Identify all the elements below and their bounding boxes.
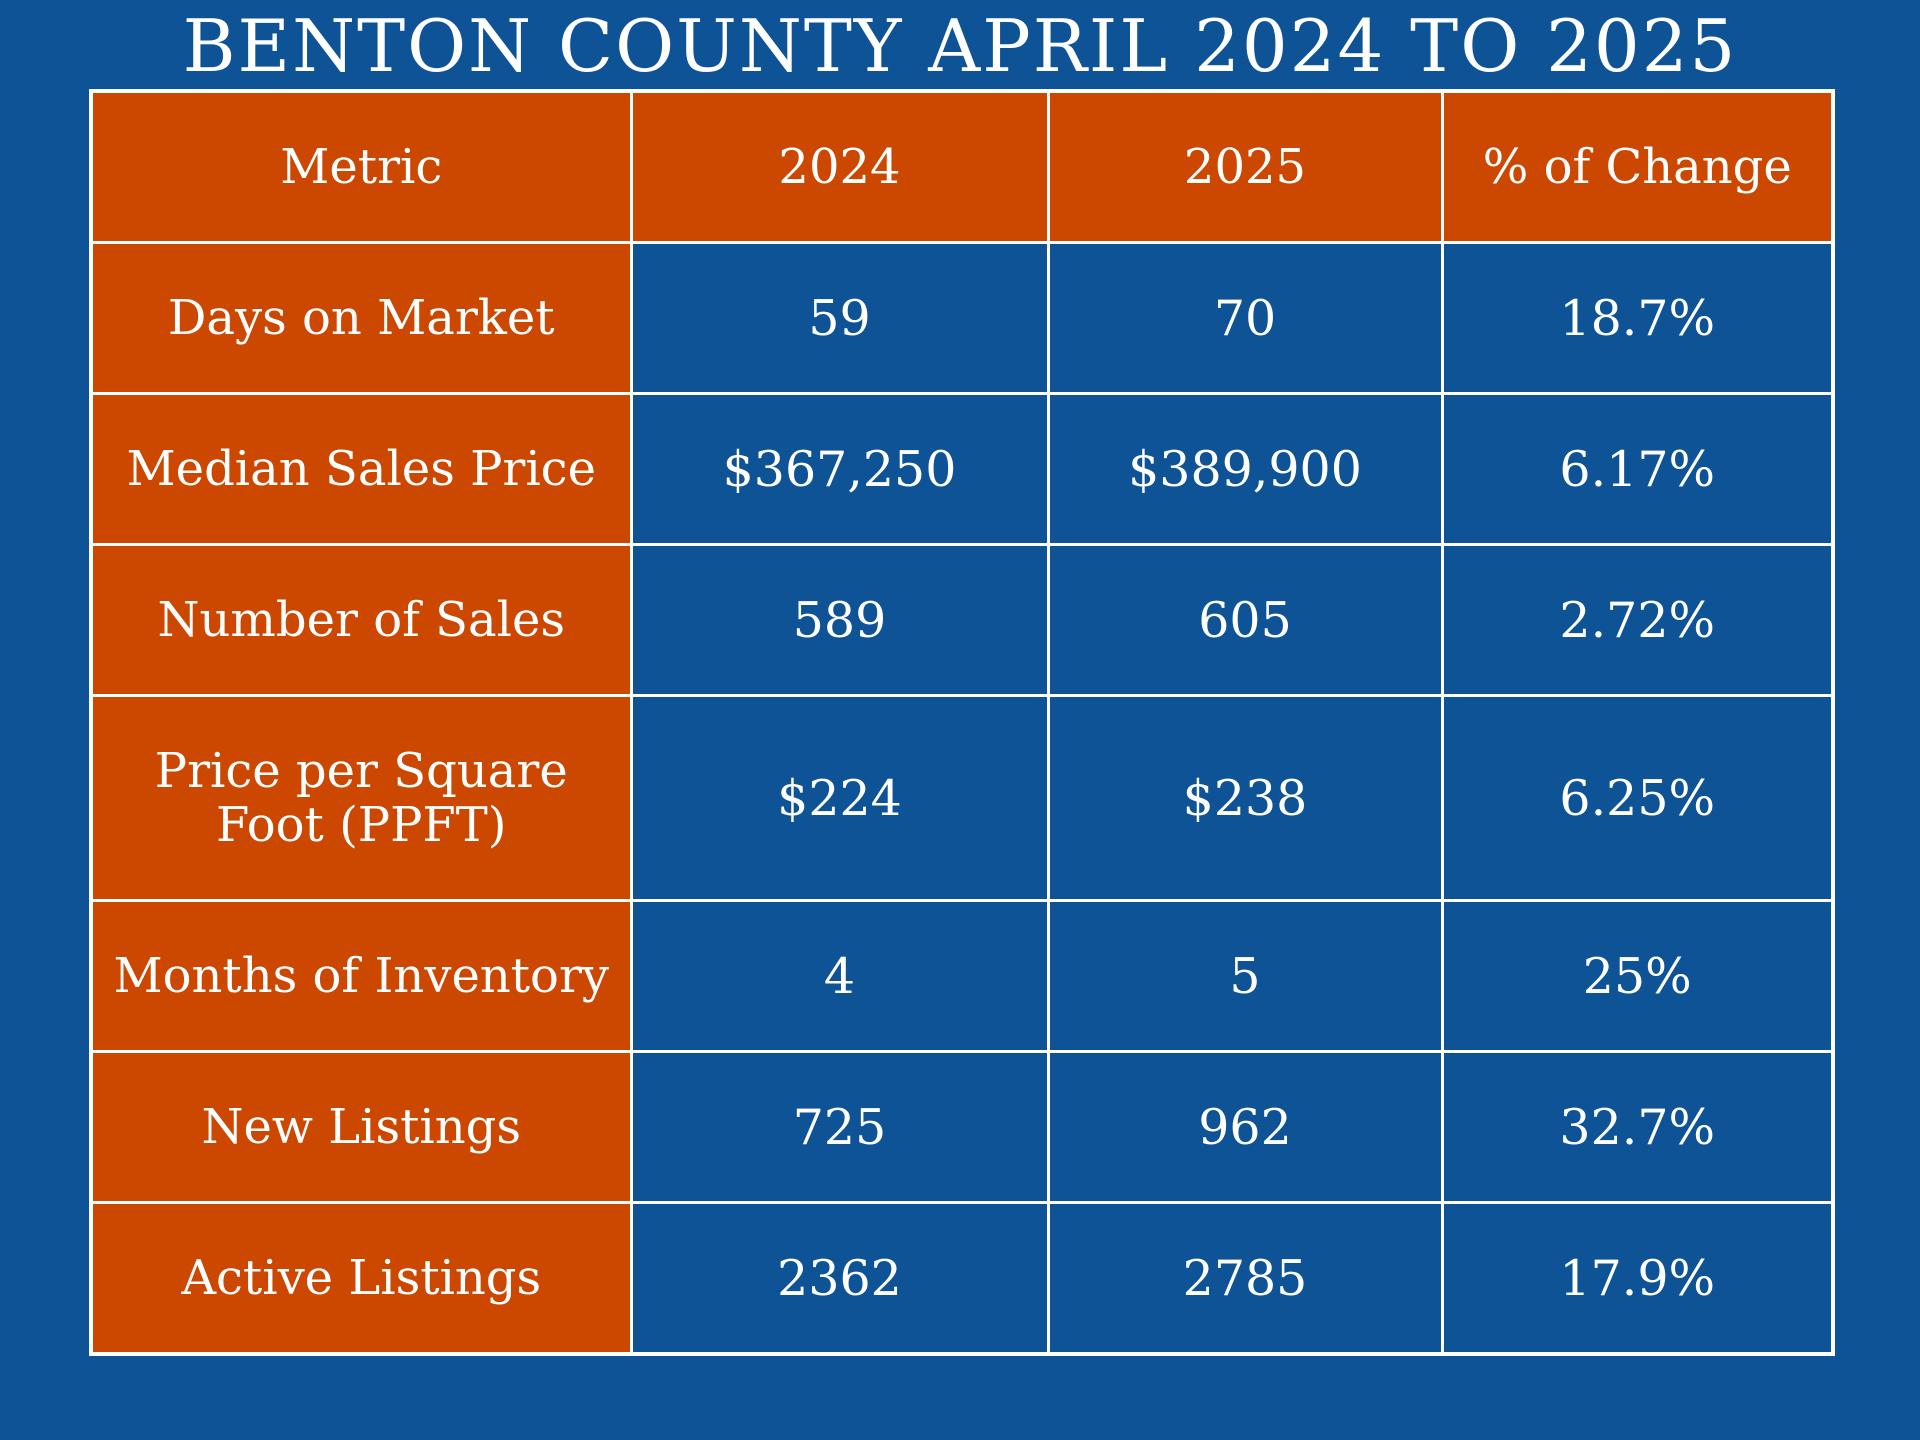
value-change: 18.7% [1440, 241, 1835, 395]
value-2025: $238 [1046, 694, 1444, 902]
metrics-table: Metric 2024 2025 % of Change Days on Mar… [89, 89, 1835, 1356]
row-label: Days on Market [89, 241, 633, 395]
value-2025: 605 [1046, 543, 1444, 697]
value-change: 17.9% [1440, 1201, 1835, 1356]
value-change: 2.72% [1440, 543, 1835, 697]
table-row: Price per Square Foot (PPFT) $224 $238 6… [89, 694, 1835, 902]
column-header-metric: Metric [89, 89, 633, 244]
row-label: Median Sales Price [89, 392, 633, 546]
column-header-2024: 2024 [629, 89, 1050, 244]
value-2024: $367,250 [629, 392, 1050, 546]
value-2024: 4 [629, 899, 1050, 1053]
table-row: Median Sales Price $367,250 $389,900 6.1… [89, 392, 1835, 546]
value-2025: $389,900 [1046, 392, 1444, 546]
value-2024: 589 [629, 543, 1050, 697]
value-change: 32.7% [1440, 1050, 1835, 1204]
value-change: 6.17% [1440, 392, 1835, 546]
table-row: Number of Sales 589 605 2.72% [89, 543, 1835, 697]
row-label: Price per Square Foot (PPFT) [89, 694, 633, 902]
value-2024: 59 [629, 241, 1050, 395]
row-label: Months of Inventory [89, 899, 633, 1053]
value-2025: 2785 [1046, 1201, 1444, 1356]
value-change: 25% [1440, 899, 1835, 1053]
value-2025: 70 [1046, 241, 1444, 395]
value-2024: 725 [629, 1050, 1050, 1204]
row-label: New Listings [89, 1050, 633, 1204]
table-row: Days on Market 59 70 18.7% [89, 241, 1835, 395]
table-header-row: Metric 2024 2025 % of Change [89, 89, 1835, 244]
value-2024: 2362 [629, 1201, 1050, 1356]
table-row: Active Listings 2362 2785 17.9% [89, 1201, 1835, 1356]
row-label: Active Listings [89, 1201, 633, 1356]
column-header-2025: 2025 [1046, 89, 1444, 244]
value-2025: 5 [1046, 899, 1444, 1053]
page-title: BENTON COUNTY APRIL 2024 TO 2025 [182, 4, 1738, 88]
value-change: 6.25% [1440, 694, 1835, 902]
table-row: New Listings 725 962 32.7% [89, 1050, 1835, 1204]
row-label: Number of Sales [89, 543, 633, 697]
value-2024: $224 [629, 694, 1050, 902]
value-2025: 962 [1046, 1050, 1444, 1204]
table-row: Months of Inventory 4 5 25% [89, 899, 1835, 1053]
column-header-change: % of Change [1440, 89, 1835, 244]
